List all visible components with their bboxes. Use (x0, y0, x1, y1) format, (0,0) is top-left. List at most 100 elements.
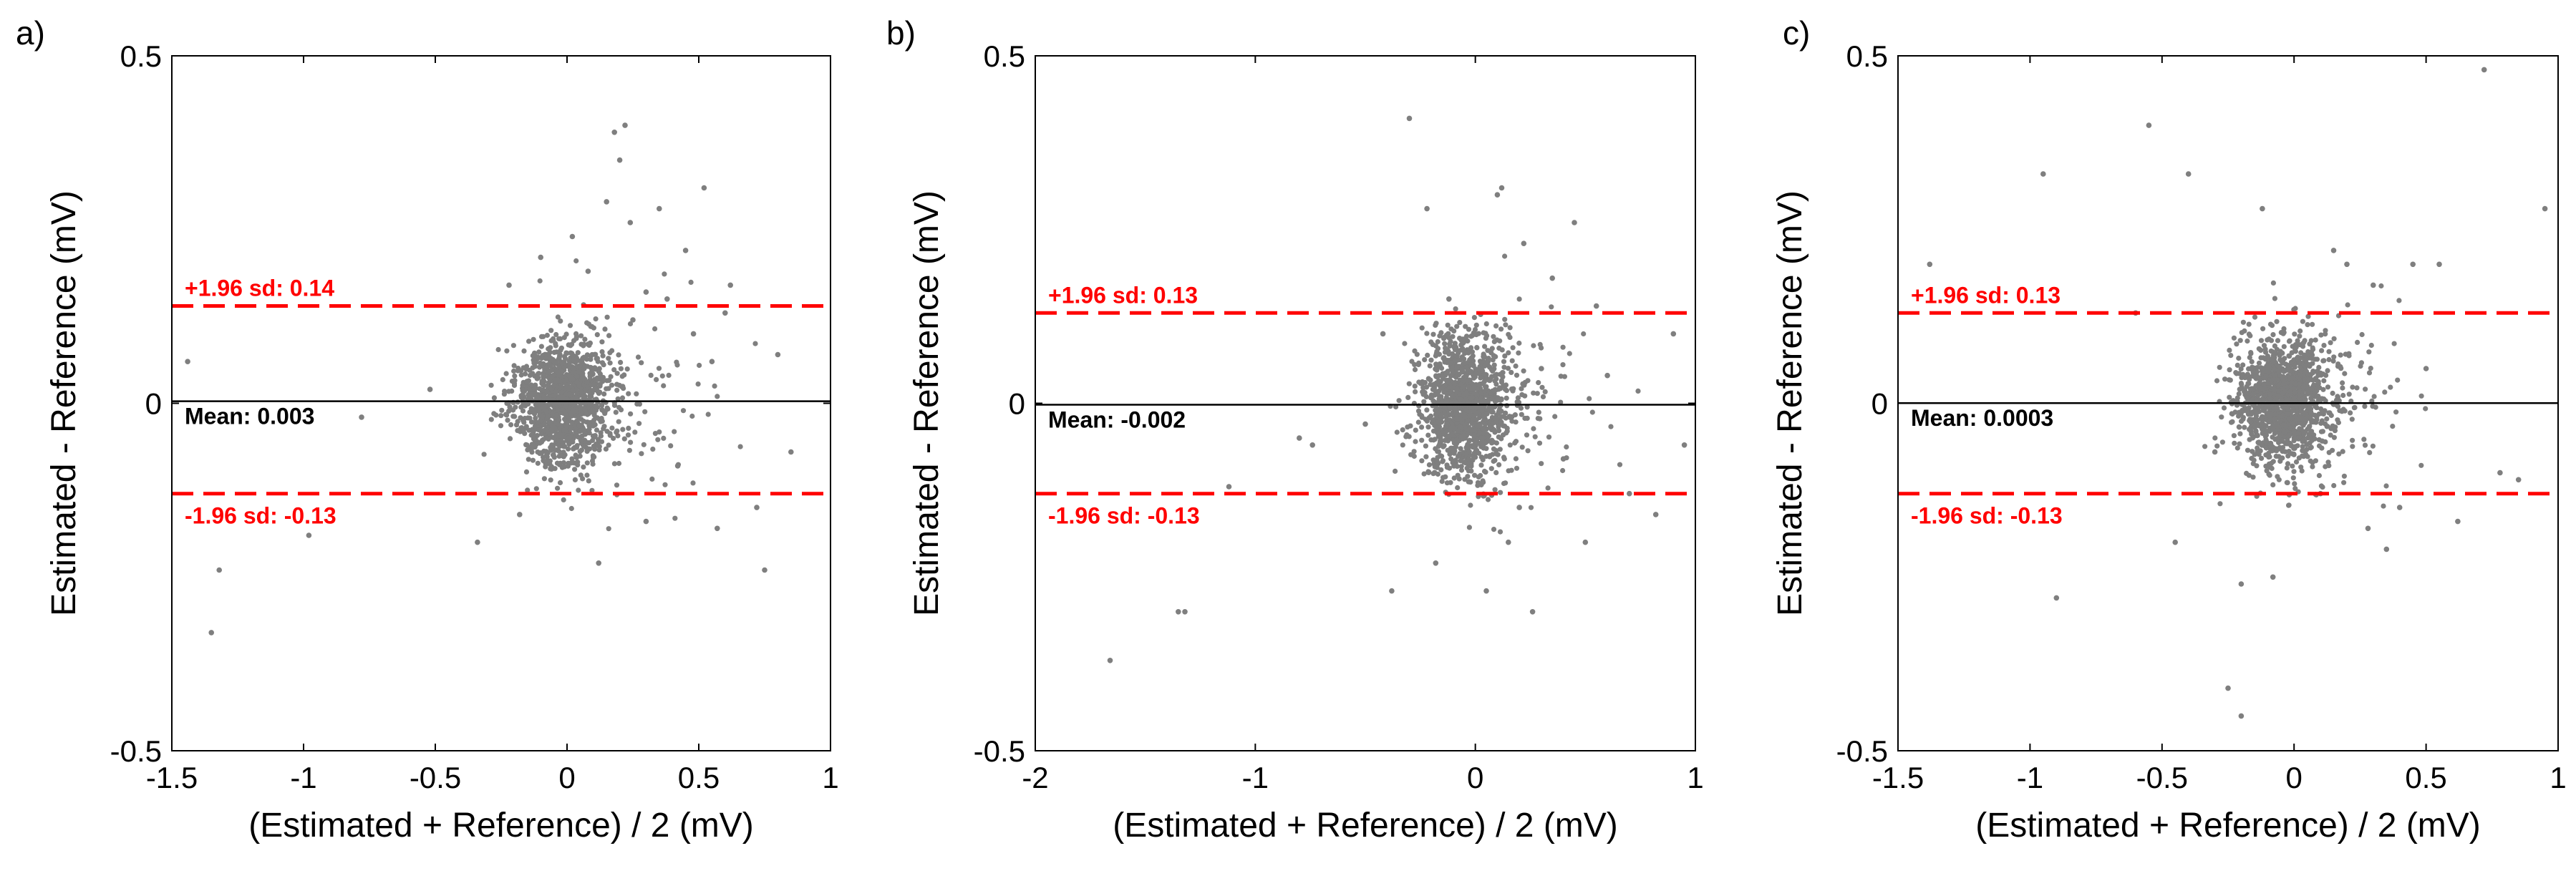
data-point (491, 395, 498, 401)
data-point (1458, 412, 1464, 418)
data-point (649, 476, 655, 482)
data-point (1507, 325, 1513, 331)
data-point (2265, 337, 2270, 343)
data-point (1485, 348, 1491, 354)
x-tick-label: 0.5 (678, 761, 720, 794)
data-point (650, 447, 656, 452)
x-tick-label: -1.5 (1872, 761, 1924, 794)
data-point (2395, 377, 2401, 383)
data-point (1479, 439, 1485, 444)
data-point (1491, 439, 1496, 445)
data-point (2296, 455, 2302, 461)
data-point (1400, 427, 1405, 433)
data-point (596, 444, 602, 449)
data-point (1488, 406, 1494, 412)
data-point (510, 343, 517, 349)
data-point (2304, 414, 2310, 419)
data-point (1498, 396, 1504, 402)
data-point (2286, 353, 2292, 359)
data-point (1545, 485, 1551, 491)
data-point (1635, 388, 1641, 394)
data-point (2325, 368, 2330, 374)
outlier-point (690, 331, 697, 337)
outlier-point (2040, 171, 2046, 177)
data-point (563, 412, 569, 418)
data-point (715, 394, 720, 399)
data-point (659, 373, 665, 379)
data-point (2325, 384, 2331, 390)
x-tick-label: -1.5 (146, 761, 198, 794)
data-point (2320, 429, 2325, 434)
outlier-point (2053, 595, 2060, 601)
outlier-point (775, 351, 781, 358)
x-tick-label: -0.5 (2136, 761, 2188, 794)
outlier-point (1498, 185, 1505, 191)
data-point (2340, 385, 2345, 391)
data-point (2282, 449, 2288, 454)
data-point (521, 348, 527, 354)
data-point (599, 407, 605, 413)
data-point (1393, 468, 1398, 474)
data-point (616, 352, 621, 358)
data-point (506, 408, 512, 414)
data-point (566, 446, 571, 452)
outlier-point (1494, 192, 1501, 198)
data-point (596, 366, 602, 371)
data-point (2256, 381, 2262, 386)
data-point (1456, 350, 1461, 356)
data-point (1440, 355, 1446, 361)
panel-a: a) +1.96 sd: 0.14 Mean: 0.003 -1.96 sd: -0.… (16, 14, 839, 845)
y-tick-label: 0.5 (1846, 39, 1888, 73)
data-point (1444, 391, 1450, 397)
data-point (1540, 394, 1546, 400)
data-point (2280, 390, 2285, 396)
data-point (2306, 405, 2312, 412)
outlier-point (1389, 588, 1395, 594)
data-point (2240, 362, 2246, 368)
data-point (592, 366, 599, 372)
data-point (1516, 399, 1522, 405)
outlier-point (664, 296, 670, 302)
outlier-point (754, 505, 760, 510)
data-point (2262, 406, 2267, 412)
data-point (1471, 375, 1477, 381)
data-point (541, 458, 546, 464)
y-tick-label: -0.5 (974, 734, 1025, 768)
data-point (1514, 465, 1520, 471)
data-point (518, 372, 524, 378)
data-point (1473, 322, 1479, 328)
data-point (2296, 381, 2302, 387)
data-point (2228, 353, 2234, 359)
data-point (2361, 437, 2367, 442)
data-point (1480, 478, 1486, 484)
data-point (2370, 404, 2376, 409)
data-point (553, 349, 559, 355)
data-point (1466, 525, 1472, 530)
data-point (1458, 424, 1463, 430)
data-point (2362, 442, 2368, 448)
data-point (1465, 378, 1471, 384)
data-point (1400, 442, 1405, 448)
data-point (2260, 366, 2266, 371)
data-point (1471, 442, 1477, 448)
data-point (2231, 433, 2237, 439)
data-point (2242, 424, 2247, 430)
data-point (523, 424, 529, 429)
data-point (1587, 396, 1592, 402)
data-point (1516, 296, 1522, 302)
data-point (1452, 346, 1458, 353)
data-point (2255, 364, 2260, 371)
data-point (537, 440, 543, 446)
data-point (504, 348, 510, 354)
data-point (1507, 442, 1513, 448)
data-point (2269, 323, 2275, 328)
data-point (1509, 414, 1515, 419)
data-point (2255, 393, 2261, 399)
data-point (2321, 343, 2327, 349)
data-point (1472, 472, 1478, 478)
data-point (536, 349, 542, 355)
data-point (544, 365, 550, 371)
data-point (2323, 331, 2328, 337)
outlier-point (2497, 469, 2503, 476)
data-point (1481, 379, 1487, 385)
